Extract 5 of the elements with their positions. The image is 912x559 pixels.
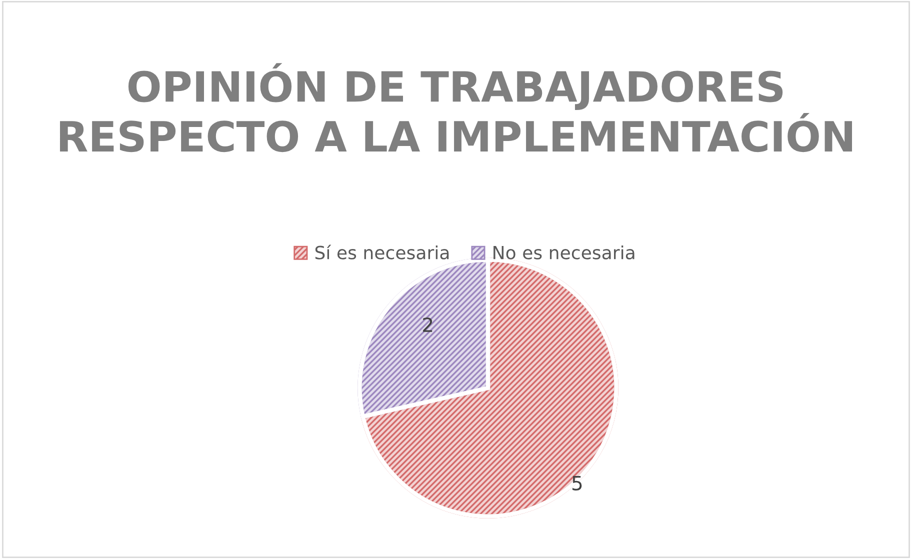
legend-label: Sí es necesaria	[315, 244, 449, 260]
data-label: 5	[572, 476, 582, 490]
chart-title: OPINIÓN DE TRABAJADORES RESPECTO A LA IMPLEMENTACIÓN	[60, 63, 852, 152]
legend-label: No es necesaria	[494, 245, 634, 260]
data-label: 2	[423, 317, 432, 332]
